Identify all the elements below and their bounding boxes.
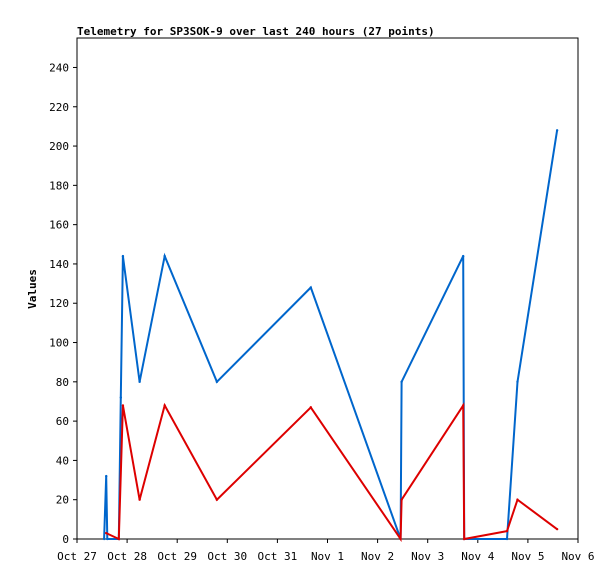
x-tick-label: Nov 6 bbox=[561, 550, 594, 563]
data-point bbox=[505, 537, 509, 541]
y-tick-label: 60 bbox=[56, 415, 69, 428]
x-tick-label: Nov 5 bbox=[511, 550, 544, 563]
data-point bbox=[121, 404, 125, 407]
data-point bbox=[516, 380, 519, 384]
x-tick-label: Nov 3 bbox=[411, 550, 444, 563]
x-tick-label: Nov 4 bbox=[461, 550, 494, 563]
x-tick-label: Oct 27 bbox=[57, 550, 97, 563]
data-point bbox=[163, 254, 166, 258]
chart-title: Telemetry for SP3SOK-9 over last 240 hou… bbox=[77, 25, 435, 38]
x-tick-label: Nov 1 bbox=[311, 550, 344, 563]
y-tick-label: 220 bbox=[49, 101, 69, 114]
data-point bbox=[400, 498, 403, 501]
data-point bbox=[555, 129, 559, 132]
data-point bbox=[215, 498, 219, 501]
data-point bbox=[505, 529, 509, 533]
y-tick-label: 160 bbox=[49, 219, 69, 232]
y-tick-label: 120 bbox=[49, 297, 69, 310]
plot-area-frame bbox=[76, 37, 579, 540]
x-axis: Oct 27 Oct 28 Oct 29 Oct 30 Oct 31 Nov 1 Nov 2… bbox=[57, 539, 595, 563]
data-point bbox=[105, 474, 108, 478]
data-point bbox=[138, 380, 141, 384]
x-tick-label: Oct 30 bbox=[207, 550, 247, 563]
x-tick-label: Nov 2 bbox=[361, 550, 394, 563]
y-axis: 0 20 40 60 80 100 120 140 160 180 200 220 240 bbox=[49, 61, 77, 546]
data-point bbox=[400, 380, 403, 384]
y-tick-label: 20 bbox=[56, 494, 69, 507]
data-point bbox=[105, 531, 108, 535]
data-point bbox=[106, 537, 109, 541]
series-line-1 bbox=[103, 130, 559, 540]
data-point bbox=[138, 498, 141, 501]
y-tick-label: 140 bbox=[49, 258, 69, 271]
y-tick-label: 180 bbox=[49, 179, 69, 192]
y-tick-label: 80 bbox=[56, 376, 69, 389]
data-point bbox=[399, 537, 402, 541]
data-point bbox=[461, 254, 465, 258]
data-point bbox=[163, 404, 166, 407]
x-tick-label: Oct 29 bbox=[157, 550, 197, 563]
data-point bbox=[119, 396, 123, 399]
series-layer bbox=[102, 129, 559, 543]
data-point bbox=[215, 380, 219, 384]
data-point bbox=[121, 254, 125, 258]
data-point bbox=[516, 498, 519, 501]
data-point bbox=[555, 527, 559, 531]
data-point bbox=[117, 537, 120, 541]
y-tick-label: 240 bbox=[49, 61, 69, 74]
x-tick-label: Oct 28 bbox=[107, 550, 147, 563]
data-point bbox=[309, 406, 312, 409]
y-tick-label: 100 bbox=[49, 337, 69, 350]
data-point bbox=[463, 537, 466, 541]
y-tick-label: 0 bbox=[62, 533, 69, 546]
y-tick-label: 200 bbox=[49, 140, 69, 153]
y-tick-label: 40 bbox=[56, 454, 69, 467]
data-point bbox=[102, 537, 106, 541]
x-tick-label: Oct 31 bbox=[258, 550, 298, 563]
data-point bbox=[309, 286, 312, 289]
y-axis-label: Values bbox=[26, 269, 39, 309]
data-point bbox=[461, 404, 465, 407]
series-line-2 bbox=[105, 402, 558, 543]
